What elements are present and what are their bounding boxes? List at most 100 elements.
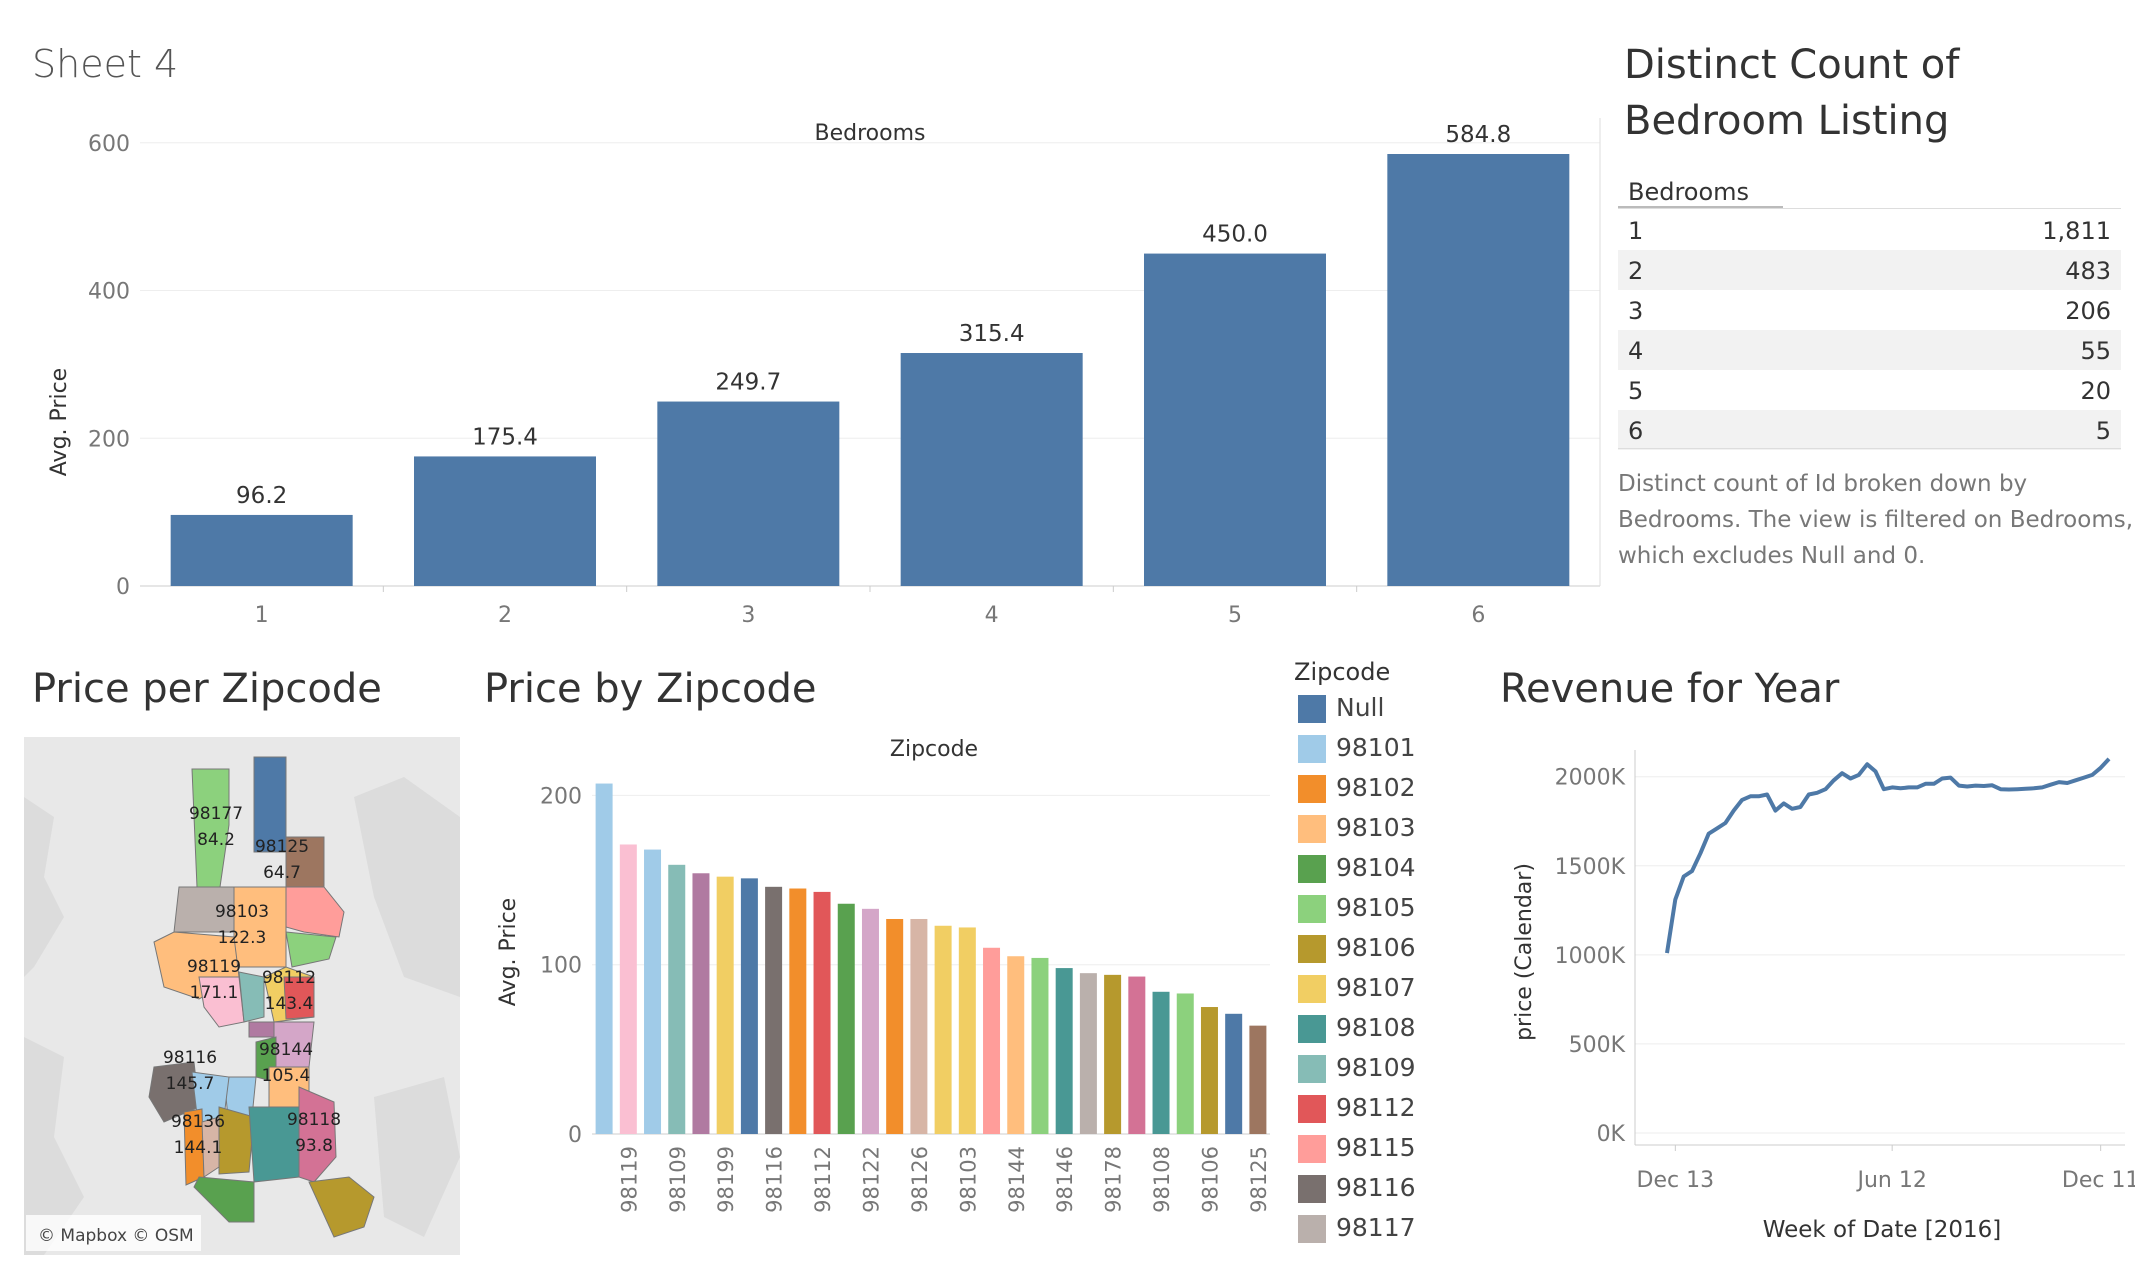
sheet-title: Sheet 4: [32, 42, 179, 86]
bar[interactable]: [983, 947, 1001, 1134]
region-98109[interactable]: [238, 971, 265, 1023]
chart-title: Zipcode: [890, 737, 978, 762]
bar[interactable]: [1128, 976, 1146, 1134]
legend-label: 98107: [1336, 973, 1416, 1002]
bar[interactable]: [765, 886, 783, 1134]
map-attribution[interactable]: © Mapbox © OSM: [38, 1226, 194, 1246]
x-tick-label: 6: [1471, 603, 1485, 628]
water-shape: [374, 1077, 460, 1237]
row-value: 5: [2095, 417, 2111, 445]
legend-swatch: [1298, 855, 1326, 883]
row-value: 20: [2080, 377, 2111, 405]
bar[interactable]: [1055, 968, 1073, 1134]
table-row[interactable]: 1 1,811: [1618, 210, 2121, 250]
table-column-header[interactable]: Bedrooms: [1628, 178, 1750, 206]
revenue-series-line[interactable]: [1665, 757, 2111, 954]
table-divider: [1618, 208, 2121, 209]
bar[interactable]: [1031, 957, 1049, 1134]
x-tick-label: 98119: [617, 1146, 641, 1213]
bar[interactable]: [170, 514, 353, 586]
x-tick-label: 98116: [763, 1146, 787, 1213]
bar[interactable]: [644, 849, 662, 1134]
legend-swatch: [1298, 1175, 1326, 1203]
bar[interactable]: [668, 864, 686, 1134]
region-98118[interactable]: [298, 1086, 337, 1183]
distinct-title-line1: Distinct Count of: [1624, 42, 1960, 88]
bar[interactable]: [595, 783, 613, 1134]
table-row[interactable]: 4 55: [1618, 330, 2121, 370]
bar[interactable]: [789, 888, 807, 1134]
bar[interactable]: [1152, 991, 1170, 1134]
y-tick-label: 600: [88, 132, 130, 157]
bar[interactable]: [1249, 1025, 1267, 1134]
bar[interactable]: [414, 456, 596, 586]
region-98177[interactable]: [191, 768, 230, 888]
bar[interactable]: [910, 918, 928, 1134]
map-value-label: 145.7: [166, 1074, 215, 1094]
bar[interactable]: [886, 918, 904, 1134]
bar[interactable]: [1104, 974, 1122, 1134]
legend-swatch: [1298, 735, 1326, 763]
bar[interactable]: [861, 908, 879, 1134]
zip-bar-chart: Zipcode Avg. Price 0 100 200 98119 98109 98199 9…: [496, 737, 1271, 1213]
bar[interactable]: [1200, 1007, 1218, 1134]
region-98105[interactable]: [285, 931, 337, 968]
legend-swatch: [1298, 775, 1326, 803]
y-tick-label: 0: [116, 575, 130, 600]
row-value: 1,811: [2042, 217, 2111, 245]
bar[interactable]: [619, 844, 637, 1134]
bar[interactable]: [1387, 154, 1570, 587]
bar[interactable]: [1225, 1013, 1243, 1134]
region-98116[interactable]: [148, 1061, 200, 1123]
legend-label: 98105: [1336, 893, 1416, 922]
region-98112[interactable]: [283, 976, 315, 1020]
region-98178[interactable]: [308, 1176, 375, 1238]
y-tick-label: 100: [540, 954, 582, 979]
revenue-title: Revenue for Year: [1500, 666, 1840, 712]
x-tick-label: 3: [741, 603, 755, 628]
bar[interactable]: [958, 927, 976, 1134]
bar[interactable]: [837, 903, 855, 1134]
bar[interactable]: [740, 878, 758, 1134]
legend-label: 98106: [1336, 933, 1416, 962]
zipcode-map[interactable]: © Mapbox © OSM 98177 84.2 98125 64.7 98103 12…: [24, 737, 460, 1255]
region-98146[interactable]: [193, 1176, 255, 1223]
region-98106b[interactable]: [218, 1106, 255, 1175]
bar[interactable]: [1144, 253, 1326, 587]
table-row[interactable]: 5 20: [1618, 370, 2121, 410]
bar[interactable]: [716, 876, 734, 1134]
legend-swatch: [1298, 895, 1326, 923]
bar[interactable]: [1176, 993, 1194, 1134]
map-value-label: 122.3: [218, 928, 267, 948]
legend-label: Null: [1336, 693, 1385, 722]
table-row[interactable]: 2 483: [1618, 250, 2121, 290]
bar[interactable]: [657, 401, 840, 586]
x-tick-label: Jun 12: [1855, 1168, 1926, 1193]
region-98119[interactable]: [198, 976, 245, 1028]
region-98103[interactable]: [233, 886, 287, 968]
map-value-label: 144.1: [174, 1138, 223, 1158]
table-row[interactable]: 3 206: [1618, 290, 2121, 330]
row-key: 1: [1628, 217, 1644, 245]
x-tick-label: 98199: [714, 1146, 738, 1213]
bar-value-label: 450.0: [1202, 222, 1268, 248]
legend-label: 98101: [1336, 733, 1416, 762]
legend-label: 98109: [1336, 1053, 1416, 1082]
y-tick-label: 500K: [1569, 1033, 1626, 1058]
map-zip-label: 98144: [259, 1040, 313, 1060]
bar[interactable]: [900, 353, 1083, 586]
bar[interactable]: [692, 873, 710, 1134]
bar[interactable]: [934, 925, 952, 1134]
distinct-title-line2: Bedroom Listing: [1624, 98, 1950, 144]
y-tick-label: 400: [88, 280, 130, 305]
bar[interactable]: [1079, 973, 1097, 1134]
x-tick-label: 5: [1228, 603, 1242, 628]
legend-label: 98108: [1336, 1013, 1416, 1042]
zip-chart-title: Price by Zipcode: [484, 666, 817, 712]
bar[interactable]: [813, 891, 831, 1134]
bar[interactable]: [1007, 956, 1025, 1134]
row-key: 4: [1628, 337, 1644, 365]
legend-swatch: [1298, 1015, 1326, 1043]
bar-value-label: 96.2: [236, 483, 287, 509]
